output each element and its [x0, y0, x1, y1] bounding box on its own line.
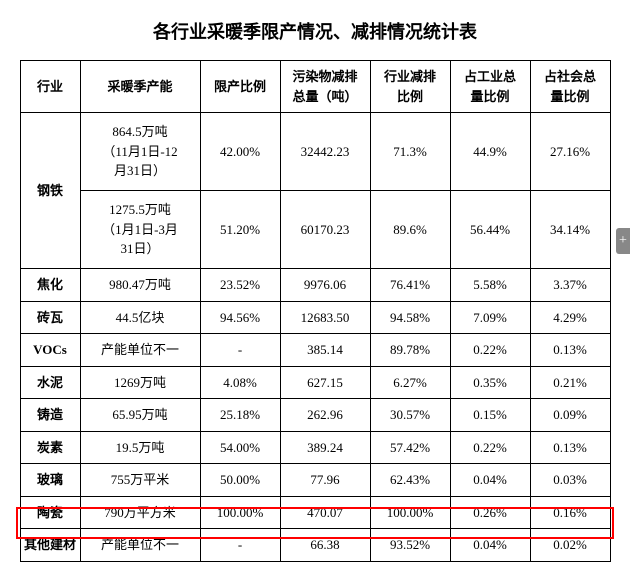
cell: 62.43%: [370, 464, 450, 497]
cell: 0.13%: [530, 431, 610, 464]
cell: 4.08%: [200, 366, 280, 399]
cell: 0.04%: [450, 464, 530, 497]
table-row: 焦化980.47万吨23.52%9976.0676.41%5.58%3.37%: [20, 269, 610, 302]
table-row: 砖瓦44.5亿块94.56%12683.5094.58%7.09%4.29%: [20, 301, 610, 334]
cell: 470.07: [280, 496, 370, 529]
header-limit-ratio: 限产比例: [200, 61, 280, 113]
row-label: 水泥: [20, 366, 80, 399]
cell: 0.15%: [450, 399, 530, 432]
cell: 262.96: [280, 399, 370, 432]
table-title: 各行业采暖季限产情况、减排情况统计表: [0, 0, 630, 60]
header-industrial-share: 占工业总量比例: [450, 61, 530, 113]
cell: 980.47万吨: [80, 269, 200, 302]
table-body: 钢铁864.5万吨（11月1日-12月31日）42.00%32442.2371.…: [20, 113, 610, 562]
cell: -: [200, 334, 280, 367]
header-industry-ratio: 行业减排比例: [370, 61, 450, 113]
row-label: 钢铁: [20, 113, 80, 269]
cell: 3.37%: [530, 269, 610, 302]
table-header-row: 行业 采暖季产能 限产比例 污染物减排总量（吨） 行业减排比例 占工业总量比例 …: [20, 61, 610, 113]
cell: 6.27%: [370, 366, 450, 399]
header-social-share: 占社会总量比例: [530, 61, 610, 113]
cell: 0.03%: [530, 464, 610, 497]
table-row: 玻璃755万平米50.00%77.9662.43%0.04%0.03%: [20, 464, 610, 497]
cell: 89.6%: [370, 191, 450, 269]
cell: 100.00%: [370, 496, 450, 529]
cell: 94.56%: [200, 301, 280, 334]
table-row: 其他建材产能单位不一-66.3893.52%0.04%0.02%: [20, 529, 610, 562]
cell: 57.42%: [370, 431, 450, 464]
cell: 5.58%: [450, 269, 530, 302]
cell: 0.26%: [450, 496, 530, 529]
cell: 0.16%: [530, 496, 610, 529]
cell: 60170.23: [280, 191, 370, 269]
cell: 34.14%: [530, 191, 610, 269]
table-row: 钢铁864.5万吨（11月1日-12月31日）42.00%32442.2371.…: [20, 113, 610, 191]
cell: 9976.06: [280, 269, 370, 302]
cell: 93.52%: [370, 529, 450, 562]
header-industry: 行业: [20, 61, 80, 113]
cell: 94.58%: [370, 301, 450, 334]
cell: 1275.5万吨（1月1日-3月31日）: [80, 191, 200, 269]
cell: 42.00%: [200, 113, 280, 191]
cell: 7.09%: [450, 301, 530, 334]
table-row: 水泥1269万吨4.08%627.156.27%0.35%0.21%: [20, 366, 610, 399]
cell: 4.29%: [530, 301, 610, 334]
cell: 1269万吨: [80, 366, 200, 399]
cell: 23.52%: [200, 269, 280, 302]
row-label: 铸造: [20, 399, 80, 432]
cell: 50.00%: [200, 464, 280, 497]
cell: 65.95万吨: [80, 399, 200, 432]
statistics-table: 行业 采暖季产能 限产比例 污染物减排总量（吨） 行业减排比例 占工业总量比例 …: [20, 60, 611, 562]
cell: 0.13%: [530, 334, 610, 367]
cell: 790万平方米: [80, 496, 200, 529]
cell: 385.14: [280, 334, 370, 367]
cell: 89.78%: [370, 334, 450, 367]
cell: 0.09%: [530, 399, 610, 432]
row-label: 砖瓦: [20, 301, 80, 334]
cell: 627.15: [280, 366, 370, 399]
cell: 0.22%: [450, 334, 530, 367]
cell: 44.5亿块: [80, 301, 200, 334]
cell: 56.44%: [450, 191, 530, 269]
cell: 755万平米: [80, 464, 200, 497]
cell: 44.9%: [450, 113, 530, 191]
cell: 54.00%: [200, 431, 280, 464]
cell: 0.04%: [450, 529, 530, 562]
cell: 76.41%: [370, 269, 450, 302]
cell: 0.02%: [530, 529, 610, 562]
row-label: 其他建材: [20, 529, 80, 562]
table-row: 陶瓷790万平方米100.00%470.07100.00%0.26%0.16%: [20, 496, 610, 529]
table-row: 炭素19.5万吨54.00%389.2457.42%0.22%0.13%: [20, 431, 610, 464]
cell: 19.5万吨: [80, 431, 200, 464]
table-row: VOCs产能单位不一-385.1489.78%0.22%0.13%: [20, 334, 610, 367]
cell: 71.3%: [370, 113, 450, 191]
row-label: 焦化: [20, 269, 80, 302]
table-row: 铸造65.95万吨25.18%262.9630.57%0.15%0.09%: [20, 399, 610, 432]
cell: 0.21%: [530, 366, 610, 399]
header-capacity: 采暖季产能: [80, 61, 200, 113]
header-pollutant-total: 污染物减排总量（吨）: [280, 61, 370, 113]
cell: 产能单位不一: [80, 529, 200, 562]
cell: 产能单位不一: [80, 334, 200, 367]
cell: 32442.23: [280, 113, 370, 191]
cell: 0.35%: [450, 366, 530, 399]
cell: 27.16%: [530, 113, 610, 191]
row-label: 玻璃: [20, 464, 80, 497]
cell: 100.00%: [200, 496, 280, 529]
cell: 25.18%: [200, 399, 280, 432]
row-label: VOCs: [20, 334, 80, 367]
expand-tab[interactable]: +: [616, 228, 630, 254]
cell: -: [200, 529, 280, 562]
cell: 0.22%: [450, 431, 530, 464]
cell: 12683.50: [280, 301, 370, 334]
cell: 389.24: [280, 431, 370, 464]
cell: 66.38: [280, 529, 370, 562]
row-label: 炭素: [20, 431, 80, 464]
cell: 51.20%: [200, 191, 280, 269]
table-row: 1275.5万吨（1月1日-3月31日）51.20%60170.2389.6%5…: [20, 191, 610, 269]
cell: 30.57%: [370, 399, 450, 432]
cell: 864.5万吨（11月1日-12月31日）: [80, 113, 200, 191]
row-label: 陶瓷: [20, 496, 80, 529]
cell: 77.96: [280, 464, 370, 497]
